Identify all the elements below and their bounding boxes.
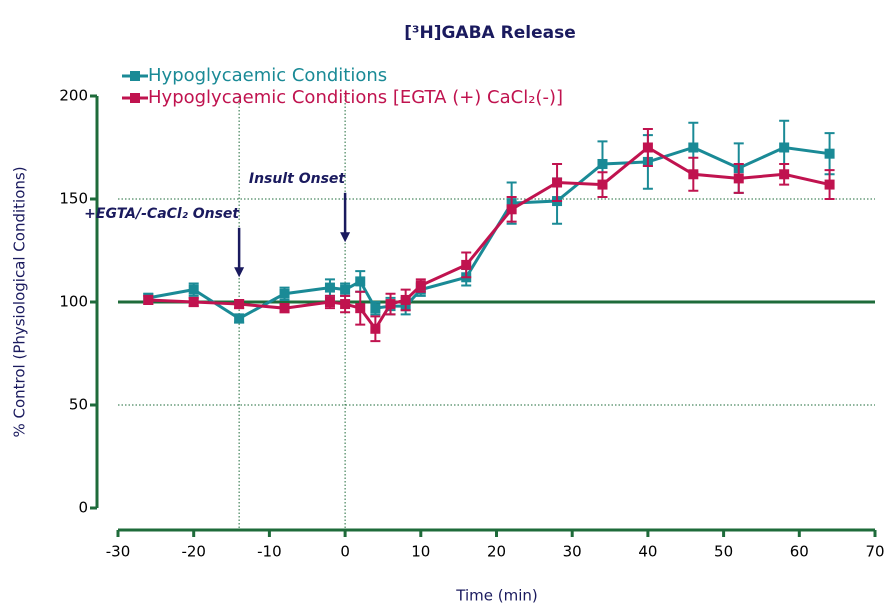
arrow-head: [340, 232, 351, 243]
x-tick-label: -20: [181, 543, 206, 561]
x-axis-label: Time (min): [455, 587, 537, 605]
point: [552, 177, 563, 188]
annotation: +EGTA/-CaCl₂ Onset: [84, 206, 240, 222]
point: [188, 297, 199, 307]
x-tick-label: 60: [790, 543, 809, 561]
x-tick-label: 70: [865, 543, 884, 561]
x-tick-label: -10: [257, 543, 282, 561]
point: [597, 158, 608, 169]
point: [688, 142, 699, 153]
y-tick-label: 150: [59, 190, 88, 208]
point: [370, 323, 381, 334]
point: [188, 284, 199, 295]
point: [415, 280, 426, 291]
arrow-head: [234, 267, 245, 278]
x-tick-label: 20: [487, 543, 506, 561]
point: [385, 299, 396, 310]
point: [324, 282, 335, 293]
point: [400, 294, 411, 305]
point: [370, 303, 381, 314]
x-tick-label: 0: [340, 543, 350, 561]
annotation: Insult Onset: [249, 171, 347, 187]
point: [355, 303, 366, 314]
point: [279, 288, 290, 299]
legend-label: Hypoglycaemic Conditions: [148, 65, 387, 86]
legend-label: Hypoglycaemic Conditions [EGTA (+) CaCl₂…: [148, 87, 563, 108]
point: [279, 303, 290, 314]
x-tick-label: -30: [106, 543, 131, 561]
point: [824, 148, 835, 159]
y-tick-label: 50: [69, 396, 88, 414]
chart-title: [³H]GABA Release: [404, 23, 575, 43]
y-axis-label: % Control (Physiological Conditions): [11, 166, 29, 437]
point: [824, 179, 835, 190]
y-tick-label: 100: [59, 293, 88, 311]
point: [506, 204, 517, 215]
point: [642, 142, 653, 153]
legend-marker: [130, 71, 140, 81]
point: [779, 142, 790, 153]
point: [340, 299, 351, 310]
point: [733, 173, 744, 184]
x-tick-label: 40: [638, 543, 657, 561]
point: [234, 313, 245, 324]
point: [597, 179, 608, 190]
point: [340, 284, 351, 295]
point: [461, 259, 472, 270]
series-line: [148, 145, 830, 332]
point: [234, 299, 245, 310]
series-line: [148, 145, 830, 321]
point: [688, 169, 699, 180]
x-tick-label: 30: [563, 543, 582, 561]
legend-marker: [130, 93, 140, 103]
point: [779, 169, 790, 180]
point: [143, 294, 154, 305]
point: [324, 297, 335, 307]
y-tick-label: 200: [59, 87, 88, 105]
y-tick-label: 0: [78, 499, 88, 517]
point: [355, 276, 366, 287]
x-tick-label: 10: [411, 543, 430, 561]
x-tick-label: 50: [714, 543, 733, 561]
